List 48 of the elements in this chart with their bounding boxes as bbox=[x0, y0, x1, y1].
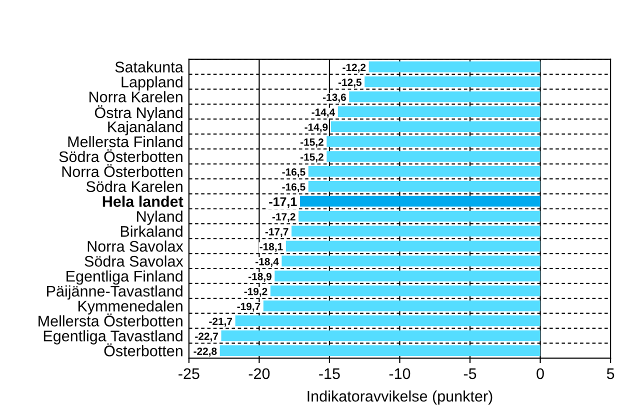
y-tick-label: Kymmenedalen bbox=[78, 300, 182, 315]
y-tick-label: Södra Österbotten bbox=[59, 149, 182, 162]
data-label: -16,5 bbox=[282, 183, 306, 192]
data-label: -12,2 bbox=[342, 64, 366, 73]
data-label: -18,4 bbox=[256, 258, 279, 267]
x-tick-label: -5 bbox=[464, 368, 476, 380]
y-tick-label: Norra Savolax bbox=[88, 240, 184, 252]
data-label: -21,7 bbox=[209, 318, 232, 327]
data-label: -22,8 bbox=[194, 348, 217, 356]
y-tick-label: Södra Savolax bbox=[84, 256, 184, 267]
y-tick-label: Hela landet bbox=[102, 196, 184, 207]
y-tick-label: Norra Österbotten bbox=[62, 164, 182, 178]
y-tick-label: Mellersta Finland bbox=[68, 136, 182, 148]
data-label: -14,4 bbox=[312, 108, 336, 118]
x-tick-label: -15 bbox=[319, 368, 340, 380]
x-tick-label: -20 bbox=[248, 368, 270, 380]
data-label: -19,7 bbox=[237, 302, 260, 312]
y-tick-label: Södra Karelen bbox=[86, 180, 182, 192]
y-tick-label: Österbotten bbox=[104, 343, 182, 356]
x-axis-title: Indikatoravvikelse (punkter) bbox=[308, 390, 492, 405]
y-tick-label: Lappland bbox=[122, 76, 182, 90]
data-label: -17,7 bbox=[265, 228, 288, 237]
data-label: -12,5 bbox=[338, 78, 362, 88]
y-tick-label: Egentliga Finland bbox=[66, 270, 182, 285]
x-tick-label: 5 bbox=[606, 368, 614, 380]
data-label: -22,7 bbox=[195, 332, 218, 342]
y-tick-label: Östra Nyland bbox=[94, 105, 182, 122]
y-tick-label: Kajanaland bbox=[108, 121, 182, 136]
data-label: -15,2 bbox=[300, 153, 324, 162]
data-label: -13,6 bbox=[323, 94, 346, 102]
x-tick-label: 0 bbox=[536, 368, 544, 380]
y-tick-label: Päijänne-Tavastland bbox=[47, 285, 182, 300]
y-tick-label: Birkaland bbox=[120, 226, 182, 237]
y-tick-label: Nyland bbox=[137, 210, 182, 225]
data-label: -14,9 bbox=[304, 123, 328, 132]
y-tick-label: Egentliga Tavastland bbox=[44, 330, 182, 344]
data-label: -16,5 bbox=[282, 168, 306, 178]
y-tick-label: Norra Karelen bbox=[90, 91, 182, 102]
y-tick-label: Satakunta bbox=[115, 61, 184, 72]
data-label: -17,1 bbox=[269, 197, 297, 208]
data-label: -19,2 bbox=[244, 288, 268, 297]
data-label: -18,1 bbox=[260, 243, 283, 252]
x-tick-label: -10 bbox=[389, 368, 410, 380]
data-label: -18,9 bbox=[248, 272, 272, 282]
x-tick-label: -25 bbox=[178, 368, 200, 380]
data-label: -15,2 bbox=[300, 138, 324, 148]
y-tick-label: Mellersta Österbotten bbox=[38, 314, 182, 326]
data-label: -17,2 bbox=[272, 213, 296, 222]
